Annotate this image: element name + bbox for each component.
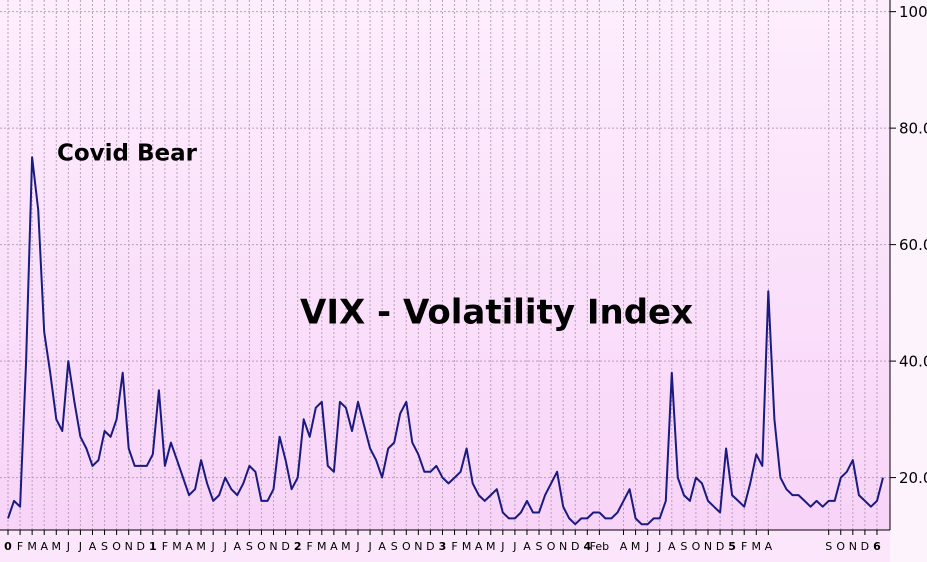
y-tick-label: 60.0 (899, 236, 927, 254)
x-tick-label: A (378, 540, 386, 553)
x-tick-label: S (101, 540, 108, 553)
x-tick-label: M (196, 540, 206, 553)
x-tick-label: F (451, 540, 457, 553)
x-tick-label: A (89, 540, 97, 553)
x-tick-label: F (741, 540, 747, 553)
x-tick-label: A (40, 540, 48, 553)
x-tick-label: 2 (294, 540, 302, 553)
x-tick-label: A (523, 540, 531, 553)
x-tick-label: S (825, 540, 832, 553)
x-axis-area (0, 530, 890, 562)
x-tick-label: N (125, 540, 133, 553)
x-tick-label: J (367, 540, 371, 553)
x-tick-label: 1 (149, 540, 157, 553)
x-tick-label: 5 (728, 540, 736, 553)
x-tick-label: O (692, 540, 701, 553)
x-tick-label: N (559, 540, 567, 553)
x-tick-label: D (716, 540, 724, 553)
x-tick-label: F (162, 540, 168, 553)
x-tick-label: D (137, 540, 145, 553)
x-tick-label: O (547, 540, 556, 553)
chart-title: VIX - Volatility Index (300, 293, 693, 333)
plot-area (0, 0, 890, 530)
x-tick-label: N (849, 540, 857, 553)
x-tick-label: M (462, 540, 472, 553)
annotation: Covid Bear (57, 141, 198, 167)
x-tick-label: A (234, 540, 242, 553)
x-tick-label: M (172, 540, 182, 553)
y-tick-label: 40.0 (899, 353, 927, 371)
y-tick-label: 80.0 (899, 120, 927, 138)
y-tick-label: 100 (899, 3, 927, 21)
x-tick-label: D (281, 540, 289, 553)
x-tick-label: F (307, 540, 313, 553)
x-tick-label: D (571, 540, 579, 553)
x-tick-label: 4 (583, 540, 591, 553)
x-tick-label: J (512, 540, 516, 553)
x-tick-label: J (657, 540, 661, 553)
x-tick-label: A (185, 540, 193, 553)
x-tick-label: 3 (439, 540, 447, 553)
x-tick-label: J (645, 540, 649, 553)
x-tick-label: S (246, 540, 253, 553)
x-tick-label: O (257, 540, 266, 553)
x-tick-label: J (223, 540, 227, 553)
x-tick-label: Feb (590, 540, 609, 553)
x-tick-label: M (486, 540, 496, 553)
x-tick-label: O (836, 540, 845, 553)
x-tick-label: A (765, 540, 773, 553)
x-tick-label: O (402, 540, 411, 553)
x-tick-label: M (631, 540, 641, 553)
x-tick-label: D (861, 540, 869, 553)
x-tick-label: J (355, 540, 359, 553)
x-tick-label: M (341, 540, 351, 553)
x-tick-label: A (330, 540, 338, 553)
x-tick-label: S (680, 540, 687, 553)
x-tick-label: N (269, 540, 277, 553)
vix-line (7, 156, 884, 526)
x-tick-label: M (317, 540, 327, 553)
x-tick-label: A (668, 540, 676, 553)
x-tick-label: 6 (873, 540, 881, 553)
x-tick-label: J (500, 540, 504, 553)
x-tick-label: N (704, 540, 712, 553)
x-tick-label: M (27, 540, 37, 553)
y-axis-area (890, 0, 927, 562)
x-tick-label: A (620, 540, 628, 553)
x-tick-label: M (752, 540, 762, 553)
x-tick-label: F (17, 540, 23, 553)
x-tick-label: J (66, 540, 70, 553)
y-tick-label: 20.0 (899, 469, 927, 487)
x-tick-label: M (52, 540, 62, 553)
x-tick-label: S (391, 540, 398, 553)
x-tick-label: J (211, 540, 215, 553)
x-tick-label: 0 (4, 540, 12, 553)
x-tick-label: O (112, 540, 121, 553)
x-tick-label: A (475, 540, 483, 553)
x-tick-label: N (414, 540, 422, 553)
x-tick-label: J (78, 540, 82, 553)
x-tick-label: S (536, 540, 543, 553)
x-tick-label: D (426, 540, 434, 553)
